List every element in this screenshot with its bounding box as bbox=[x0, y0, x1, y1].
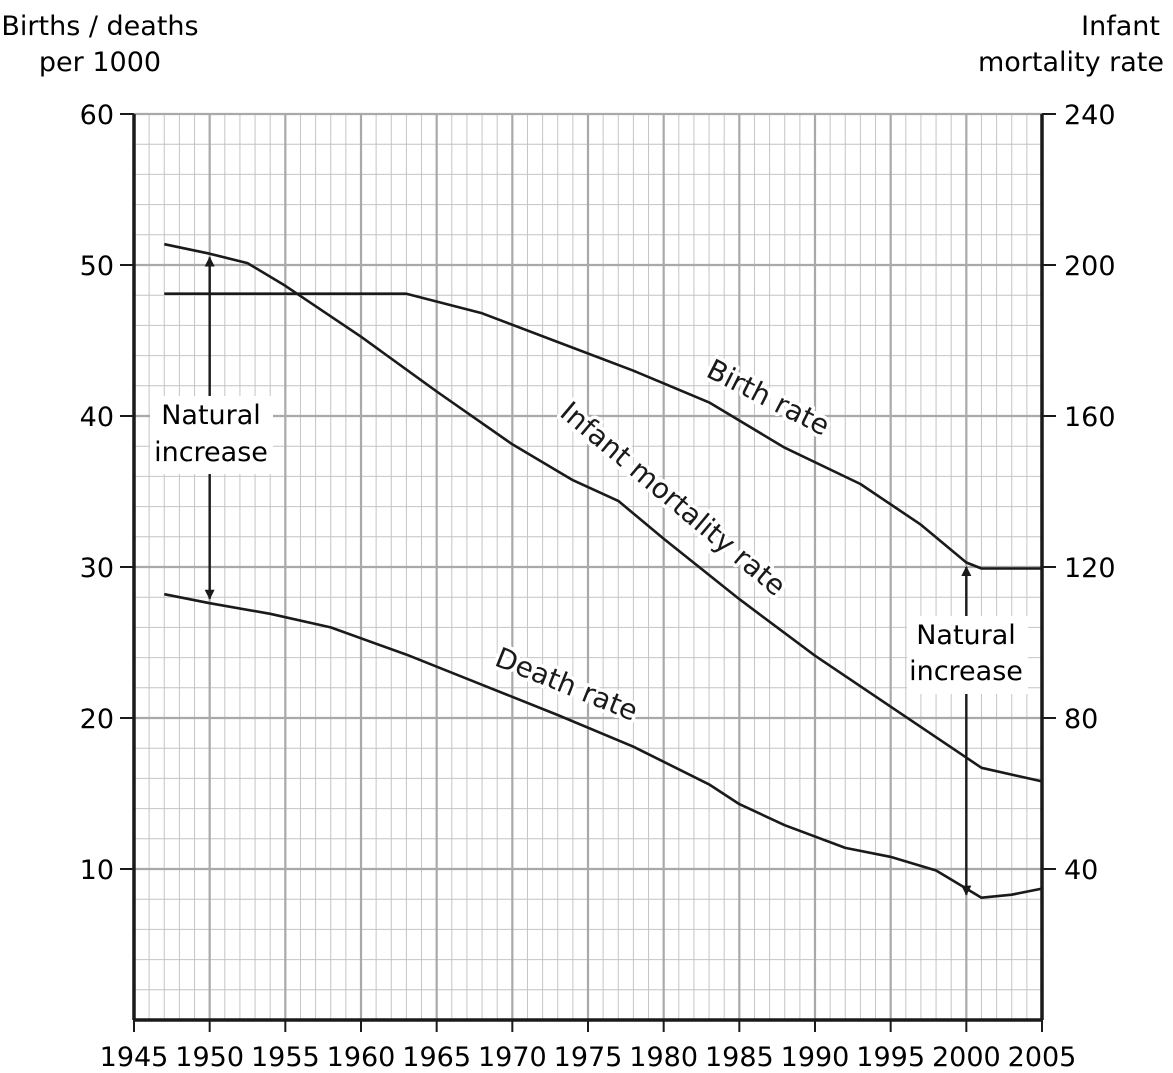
infant-mortality-rate-label: Infant mortality rate bbox=[554, 395, 792, 603]
infant-mortality-rate-line bbox=[164, 242, 1043, 783]
left-axis-title-line1: Births / deaths bbox=[1, 11, 198, 42]
labels: 1945 1950 1955 1960 1965 1970 1975 1980 1985 1990… bbox=[80, 100, 1116, 1073]
x-tick-label: 1995 bbox=[856, 1042, 925, 1073]
x-tick-label: 1955 bbox=[251, 1042, 320, 1073]
series-lines bbox=[164, 242, 1043, 899]
death-rate-line bbox=[164, 592, 1043, 899]
annotations: Natural increase Natural increase bbox=[150, 256, 1028, 896]
birth-rate-line bbox=[164, 292, 1042, 570]
left-tick-label: 60 bbox=[80, 100, 114, 131]
right-tick-label: 40 bbox=[1064, 855, 1098, 886]
left-tick-label: 40 bbox=[80, 402, 114, 433]
x-tick-label: 1965 bbox=[402, 1042, 471, 1073]
right-axis-title-line2: mortality rate bbox=[978, 47, 1164, 78]
left-axis-title-line2: per 1000 bbox=[39, 47, 161, 78]
axes bbox=[120, 113, 1056, 1032]
natural-increase-label-line1: Natural bbox=[161, 400, 261, 431]
right-tick-label: 240 bbox=[1064, 100, 1116, 131]
left-tick-label: 20 bbox=[80, 704, 114, 735]
x-tick-label: 1985 bbox=[705, 1042, 774, 1073]
natural-increase-box bbox=[150, 396, 273, 474]
x-tick-label: 1950 bbox=[175, 1042, 244, 1073]
x-tick-label: 1990 bbox=[781, 1042, 850, 1073]
x-tick-label: 1945 bbox=[100, 1042, 169, 1073]
x-tick-label: 2005 bbox=[1008, 1042, 1077, 1073]
x-tick-label: 2000 bbox=[932, 1042, 1001, 1073]
right-tick-label: 120 bbox=[1064, 553, 1116, 584]
x-tick-label: 1980 bbox=[629, 1042, 698, 1073]
right-tick-label: 200 bbox=[1064, 251, 1116, 282]
right-tick-label: 160 bbox=[1064, 402, 1116, 433]
x-tick-label: 1960 bbox=[327, 1042, 396, 1073]
left-tick-label: 10 bbox=[80, 855, 114, 886]
x-tick-label: 1970 bbox=[478, 1042, 547, 1073]
natural-increase-label-line2: increase bbox=[909, 656, 1023, 687]
natural-increase-label-line1: Natural bbox=[916, 620, 1016, 651]
left-tick-label: 30 bbox=[80, 553, 114, 584]
natural-increase-label-line2: increase bbox=[154, 437, 268, 468]
x-tick-label: 1975 bbox=[554, 1042, 623, 1073]
right-axis-title-line1: Infant bbox=[1081, 11, 1160, 42]
right-tick-label: 80 bbox=[1064, 704, 1098, 735]
natural-increase-box bbox=[907, 616, 1028, 694]
left-tick-label: 50 bbox=[80, 251, 114, 282]
